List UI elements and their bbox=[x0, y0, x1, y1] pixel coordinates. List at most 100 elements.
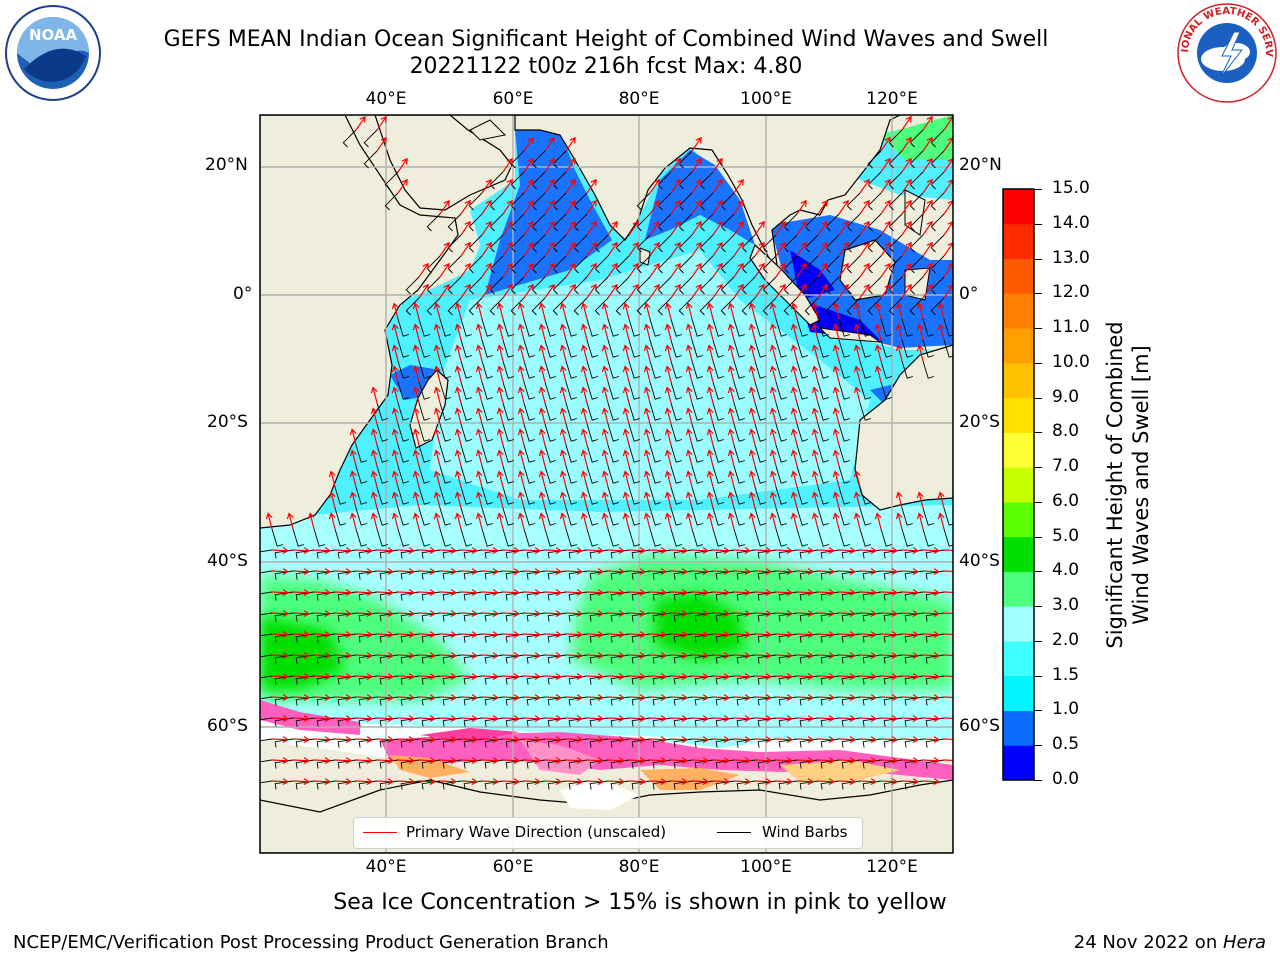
wave-direction-arrow bbox=[838, 241, 849, 257]
wave-direction-arrow bbox=[670, 631, 689, 639]
wave-direction-arrow bbox=[355, 115, 366, 131]
wave-direction-arrow bbox=[670, 568, 689, 576]
wave-direction-arrow bbox=[628, 241, 639, 257]
lon-label-bottom-40e: 40°E bbox=[365, 857, 407, 877]
lat-label-left-20n: 20°N bbox=[205, 155, 248, 175]
wind-barb bbox=[712, 444, 725, 463]
wave-direction-arrow bbox=[859, 631, 878, 639]
wave-direction-arrow bbox=[796, 220, 807, 236]
wave-direction-arrow bbox=[880, 241, 891, 257]
wave-direction-arrow bbox=[775, 673, 794, 681]
wave-direction-arrow bbox=[313, 631, 332, 639]
wind-barb bbox=[460, 402, 473, 421]
wave-direction-arrow bbox=[460, 673, 479, 681]
wind-barb bbox=[523, 423, 536, 442]
wave-direction-arrow bbox=[790, 428, 798, 446]
wave-direction-arrow bbox=[607, 631, 626, 639]
wind-barb bbox=[628, 444, 641, 463]
wind-barb bbox=[615, 297, 630, 316]
lat-label-left-60s: 60°S bbox=[207, 716, 248, 736]
wave-direction-arrow bbox=[748, 407, 756, 425]
wave-direction-arrow bbox=[712, 199, 723, 215]
wind-barb bbox=[460, 444, 473, 463]
wind-barb bbox=[363, 150, 378, 169]
wave-direction-arrow bbox=[628, 283, 639, 299]
wave-direction-arrow bbox=[628, 589, 647, 597]
wind-barb bbox=[586, 444, 599, 463]
wave-direction-arrow bbox=[496, 323, 504, 341]
lat-label-right-40s: 40°S bbox=[959, 551, 1000, 571]
wave-direction-arrow bbox=[292, 715, 311, 723]
wave-direction-arrow bbox=[565, 262, 576, 278]
wind-barb bbox=[481, 339, 494, 358]
wave-direction-arrow bbox=[439, 673, 458, 681]
wave-direction-arrow bbox=[313, 715, 332, 723]
wind-barb bbox=[649, 486, 662, 505]
wave-direction-arrow bbox=[733, 610, 752, 618]
wave-direction-arrow bbox=[685, 491, 693, 509]
wave-direction-arrow bbox=[439, 568, 458, 576]
wind-barb bbox=[363, 129, 378, 148]
wave-direction-arrow bbox=[880, 199, 891, 215]
wave-direction-arrow bbox=[538, 449, 546, 467]
wave-direction-arrow bbox=[460, 589, 479, 597]
wave-direction-arrow bbox=[586, 673, 605, 681]
wave-direction-arrow bbox=[271, 589, 290, 597]
wave-direction-arrow bbox=[922, 157, 933, 173]
wave-direction-arrow bbox=[439, 778, 458, 786]
wave-direction-arrow bbox=[838, 610, 857, 618]
wave-direction-arrow bbox=[607, 694, 626, 702]
wave-direction-arrow bbox=[454, 386, 462, 404]
wave-direction-arrow bbox=[622, 512, 630, 530]
wind-barb bbox=[334, 507, 347, 526]
wave-direction-arrow bbox=[712, 262, 723, 278]
wave-direction-arrow bbox=[496, 386, 504, 404]
wave-direction-arrow bbox=[817, 262, 828, 278]
colorbar-block bbox=[1003, 432, 1034, 468]
wave-direction-arrow bbox=[832, 470, 840, 488]
wave-direction-arrow bbox=[607, 610, 626, 618]
wind-barb bbox=[502, 360, 515, 379]
wave-direction-arrow bbox=[523, 220, 534, 236]
wave-direction-arrow bbox=[502, 757, 521, 765]
wave-direction-arrow bbox=[271, 778, 290, 786]
noaa-logo: NOAA bbox=[5, 5, 101, 101]
wind-barb bbox=[775, 402, 788, 421]
wave-direction-arrow bbox=[586, 757, 605, 765]
wave-direction-arrow bbox=[796, 262, 807, 278]
wave-direction-arrow bbox=[565, 199, 576, 215]
wave-direction-arrow bbox=[586, 610, 605, 618]
wave-direction-arrow bbox=[586, 241, 597, 257]
wave-direction-arrow bbox=[607, 220, 618, 236]
wave-direction-arrow bbox=[901, 220, 912, 236]
wave-direction-arrow bbox=[649, 568, 668, 576]
wind-barb bbox=[909, 297, 924, 316]
wave-direction-arrow bbox=[412, 428, 420, 446]
wave-direction-arrow bbox=[517, 428, 525, 446]
wave-direction-arrow bbox=[706, 302, 714, 320]
wave-direction-arrow bbox=[670, 610, 689, 618]
wave-direction-arrow bbox=[439, 262, 450, 278]
wave-direction-arrow bbox=[559, 512, 567, 530]
wave-direction-arrow bbox=[454, 428, 462, 446]
wave-direction-arrow bbox=[565, 778, 584, 786]
wind-barb bbox=[754, 318, 767, 337]
wind-barb bbox=[426, 297, 441, 316]
wave-direction-arrow bbox=[790, 512, 798, 530]
wind-barb bbox=[636, 192, 651, 211]
wind-barb bbox=[565, 486, 578, 505]
wave-direction-arrow bbox=[880, 778, 899, 786]
map-legend: Primary Wave Direction (unscaled) Wind B… bbox=[353, 817, 863, 849]
wave-direction-arrow bbox=[586, 283, 597, 299]
wave-direction-arrow bbox=[901, 715, 920, 723]
wave-direction-arrow bbox=[334, 652, 353, 660]
colorbar-block bbox=[1003, 536, 1034, 572]
wave-direction-arrow bbox=[502, 262, 513, 278]
wind-barb bbox=[649, 339, 662, 358]
wave-direction-arrow bbox=[811, 323, 819, 341]
wave-direction-arrow bbox=[607, 589, 626, 597]
wave-direction-arrow bbox=[670, 694, 689, 702]
wave-direction-arrow bbox=[292, 589, 311, 597]
wind-barb bbox=[649, 381, 662, 400]
wave-direction-arrow bbox=[796, 673, 815, 681]
